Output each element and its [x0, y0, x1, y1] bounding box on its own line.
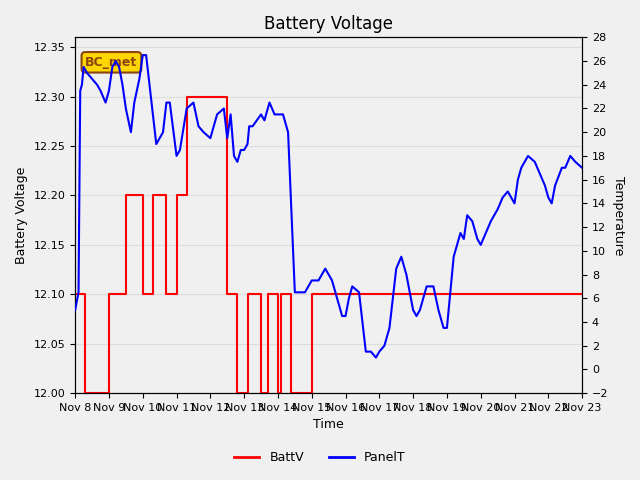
- Y-axis label: Temperature: Temperature: [612, 176, 625, 255]
- Legend: BattV, PanelT: BattV, PanelT: [229, 446, 411, 469]
- Text: BC_met: BC_met: [85, 56, 138, 69]
- Y-axis label: Battery Voltage: Battery Voltage: [15, 167, 28, 264]
- Title: Battery Voltage: Battery Voltage: [264, 15, 393, 33]
- X-axis label: Time: Time: [313, 419, 344, 432]
